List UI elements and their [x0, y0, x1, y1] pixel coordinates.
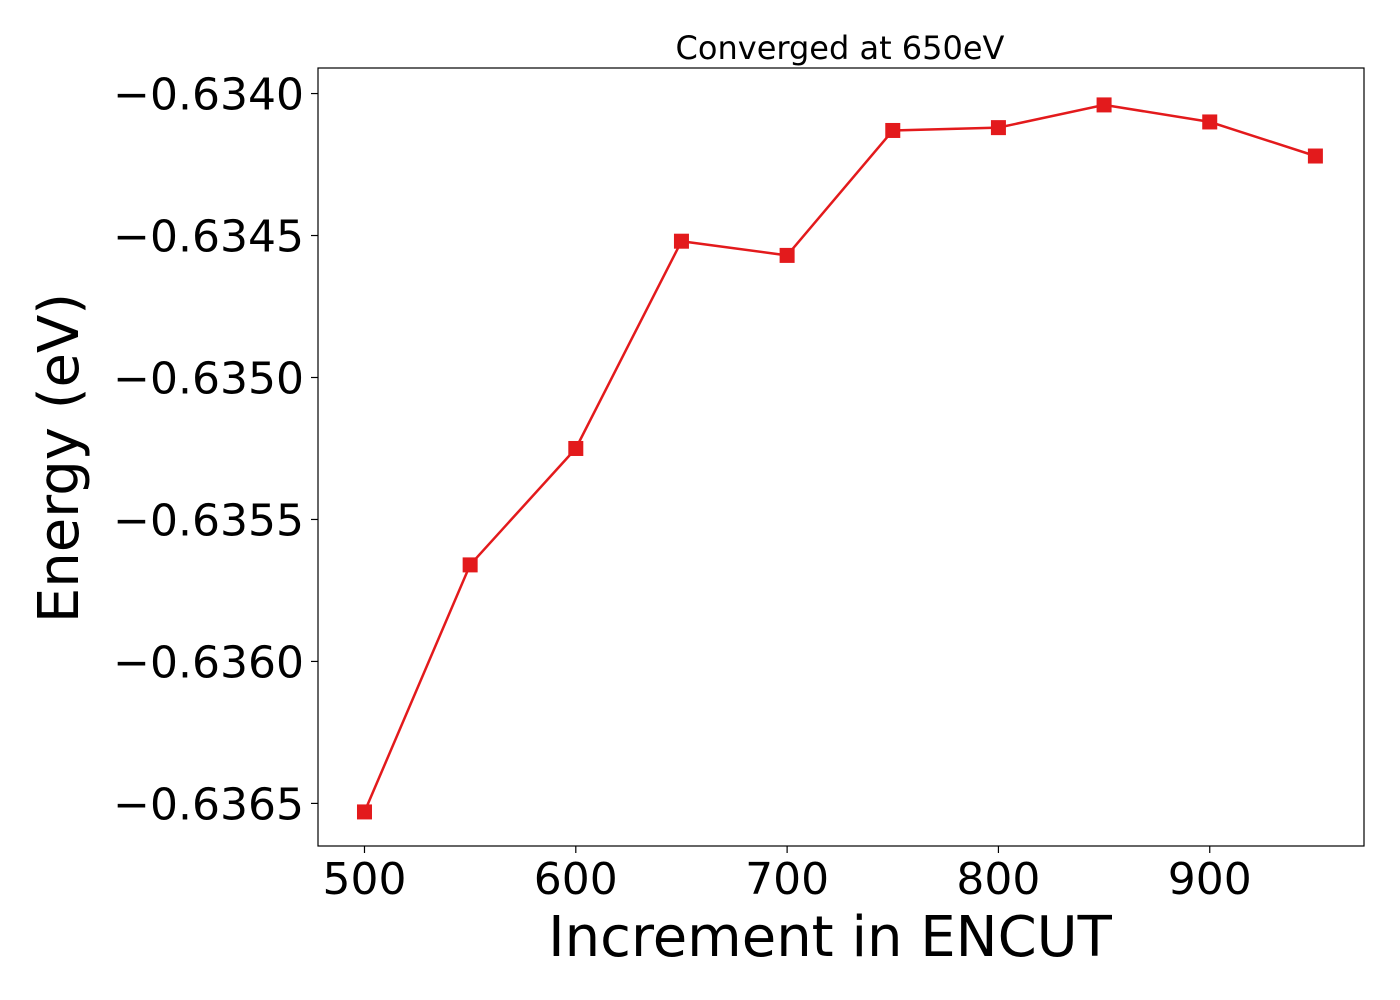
y-tick-label: −0.6345	[113, 212, 304, 263]
data-point-marker	[1202, 114, 1218, 130]
y-axis-label: Energy (eV)	[27, 293, 92, 623]
y-tick-label: −0.6340	[113, 70, 304, 121]
data-point-marker	[673, 233, 689, 249]
data-point-marker	[462, 557, 478, 573]
x-tick-label: 900	[1168, 854, 1252, 905]
x-tick-label: 600	[534, 854, 618, 905]
data-point-marker	[990, 120, 1006, 136]
data-point-marker	[885, 122, 901, 138]
data-point-marker	[1307, 148, 1323, 164]
x-tick-label: 800	[956, 854, 1040, 905]
energy-series-markers	[356, 97, 1323, 820]
y-tick-label: −0.6365	[113, 779, 304, 830]
y-axis-ticks: −0.6340 −0.6345 −0.6350 −0.6355 −0.6360 −0.63…	[113, 70, 318, 830]
energy-series-line	[363, 103, 1316, 813]
plot-area-frame	[317, 67, 1365, 847]
data-point-marker	[568, 440, 584, 456]
data-point-marker	[356, 804, 372, 820]
chart-title: Converged at 650eV	[676, 29, 1005, 67]
data-point-marker	[1096, 97, 1112, 113]
x-axis-ticks: 500 600 700 800 900	[322, 846, 1252, 905]
y-tick-label: −0.6360	[113, 637, 304, 688]
data-point-marker	[779, 247, 795, 263]
x-axis-label: Increment in ENCUT	[548, 905, 1113, 970]
y-tick-label: −0.6355	[113, 495, 304, 546]
y-tick-label: −0.6350	[113, 353, 304, 404]
x-tick-label: 500	[322, 854, 406, 905]
x-tick-label: 700	[745, 854, 829, 905]
